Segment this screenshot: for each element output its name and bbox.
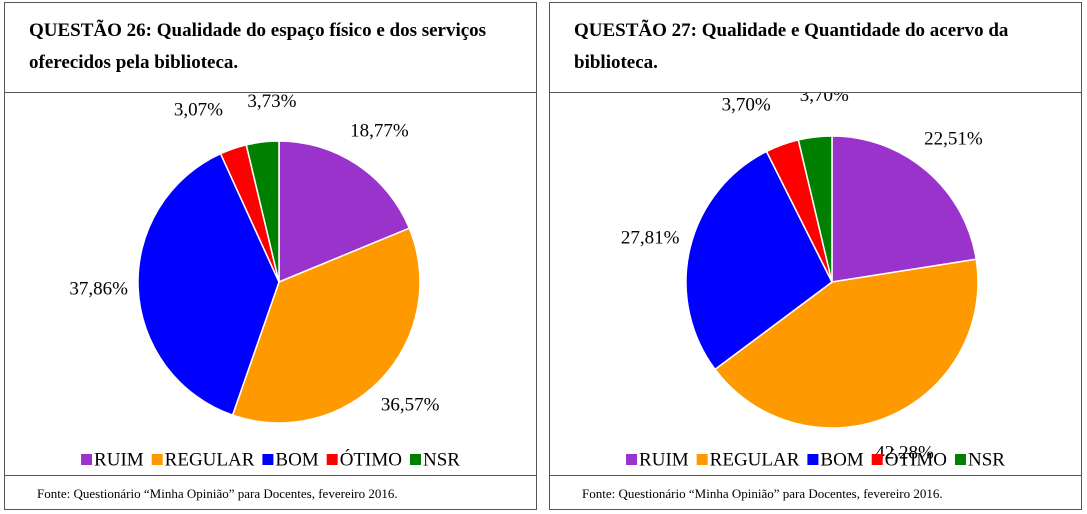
chart-title: QUESTÃO 26: Qualidade do espaço físico e… <box>5 3 536 93</box>
data-label: 3,73% <box>247 93 296 112</box>
legend-label: RUIM <box>94 449 144 470</box>
chart: 22,51% 42,28% 27,81% 3,70% 3,70% RUIM REGULAR B… <box>621 93 1005 470</box>
data-label: 3,07% <box>174 100 223 121</box>
source: Fonte: Questionário “Minha Opinião” para… <box>5 475 536 509</box>
data-label: 18,77% <box>350 120 409 141</box>
pie-slice <box>685 150 833 371</box>
legend-swatch <box>871 454 883 465</box>
pie-slice <box>831 135 978 283</box>
legend-label: ÓTIMO <box>885 448 947 470</box>
source: Fonte: Questionário “Minha Opinião” para… <box>550 475 1081 509</box>
pie-slice <box>231 227 421 424</box>
panel: QUESTÃO 27: Qualidade e Quantidade do ac… <box>549 2 1082 510</box>
data-label: 3,70% <box>800 93 849 106</box>
legend-swatch <box>807 454 819 465</box>
legend-label: BOM <box>275 449 318 470</box>
legend-swatch <box>954 454 966 465</box>
pie-slice <box>713 258 979 429</box>
legend-label: RUIM <box>639 449 689 470</box>
legend-swatch <box>262 454 274 465</box>
data-label: 27,81% <box>621 227 680 248</box>
legend-swatch <box>326 454 338 465</box>
legend-swatch <box>81 454 93 465</box>
data-label: 42,28% <box>875 443 934 464</box>
legend-label: ÓTIMO <box>340 448 402 470</box>
legend-label: BOM <box>820 449 863 470</box>
legend-swatch <box>626 454 638 465</box>
pie-slice <box>137 152 280 417</box>
panel: QUESTÃO 26: Qualidade do espaço físico e… <box>4 2 537 510</box>
legend-label: REGULAR <box>710 449 800 470</box>
legend-swatch <box>409 454 421 465</box>
pie-slice <box>797 135 833 283</box>
data-label: 22,51% <box>924 128 983 149</box>
chart-title: QUESTÃO 27: Qualidade e Quantidade do ac… <box>550 3 1081 93</box>
legend-swatch <box>151 454 163 465</box>
legend-label: NSR <box>968 449 1005 470</box>
data-label: 36,57% <box>381 394 440 415</box>
chart: 18,77% 36,57% 37,86% 3,07% 3,73% RUIM REGULAR B… <box>69 93 460 470</box>
legend-label: NSR <box>423 449 460 470</box>
data-label: 37,86% <box>69 279 128 300</box>
pie-slice <box>278 140 411 284</box>
legend-label: REGULAR <box>165 449 255 470</box>
pie-slice <box>245 140 280 283</box>
data-label: 3,70% <box>722 95 771 116</box>
legend-swatch <box>696 454 708 465</box>
